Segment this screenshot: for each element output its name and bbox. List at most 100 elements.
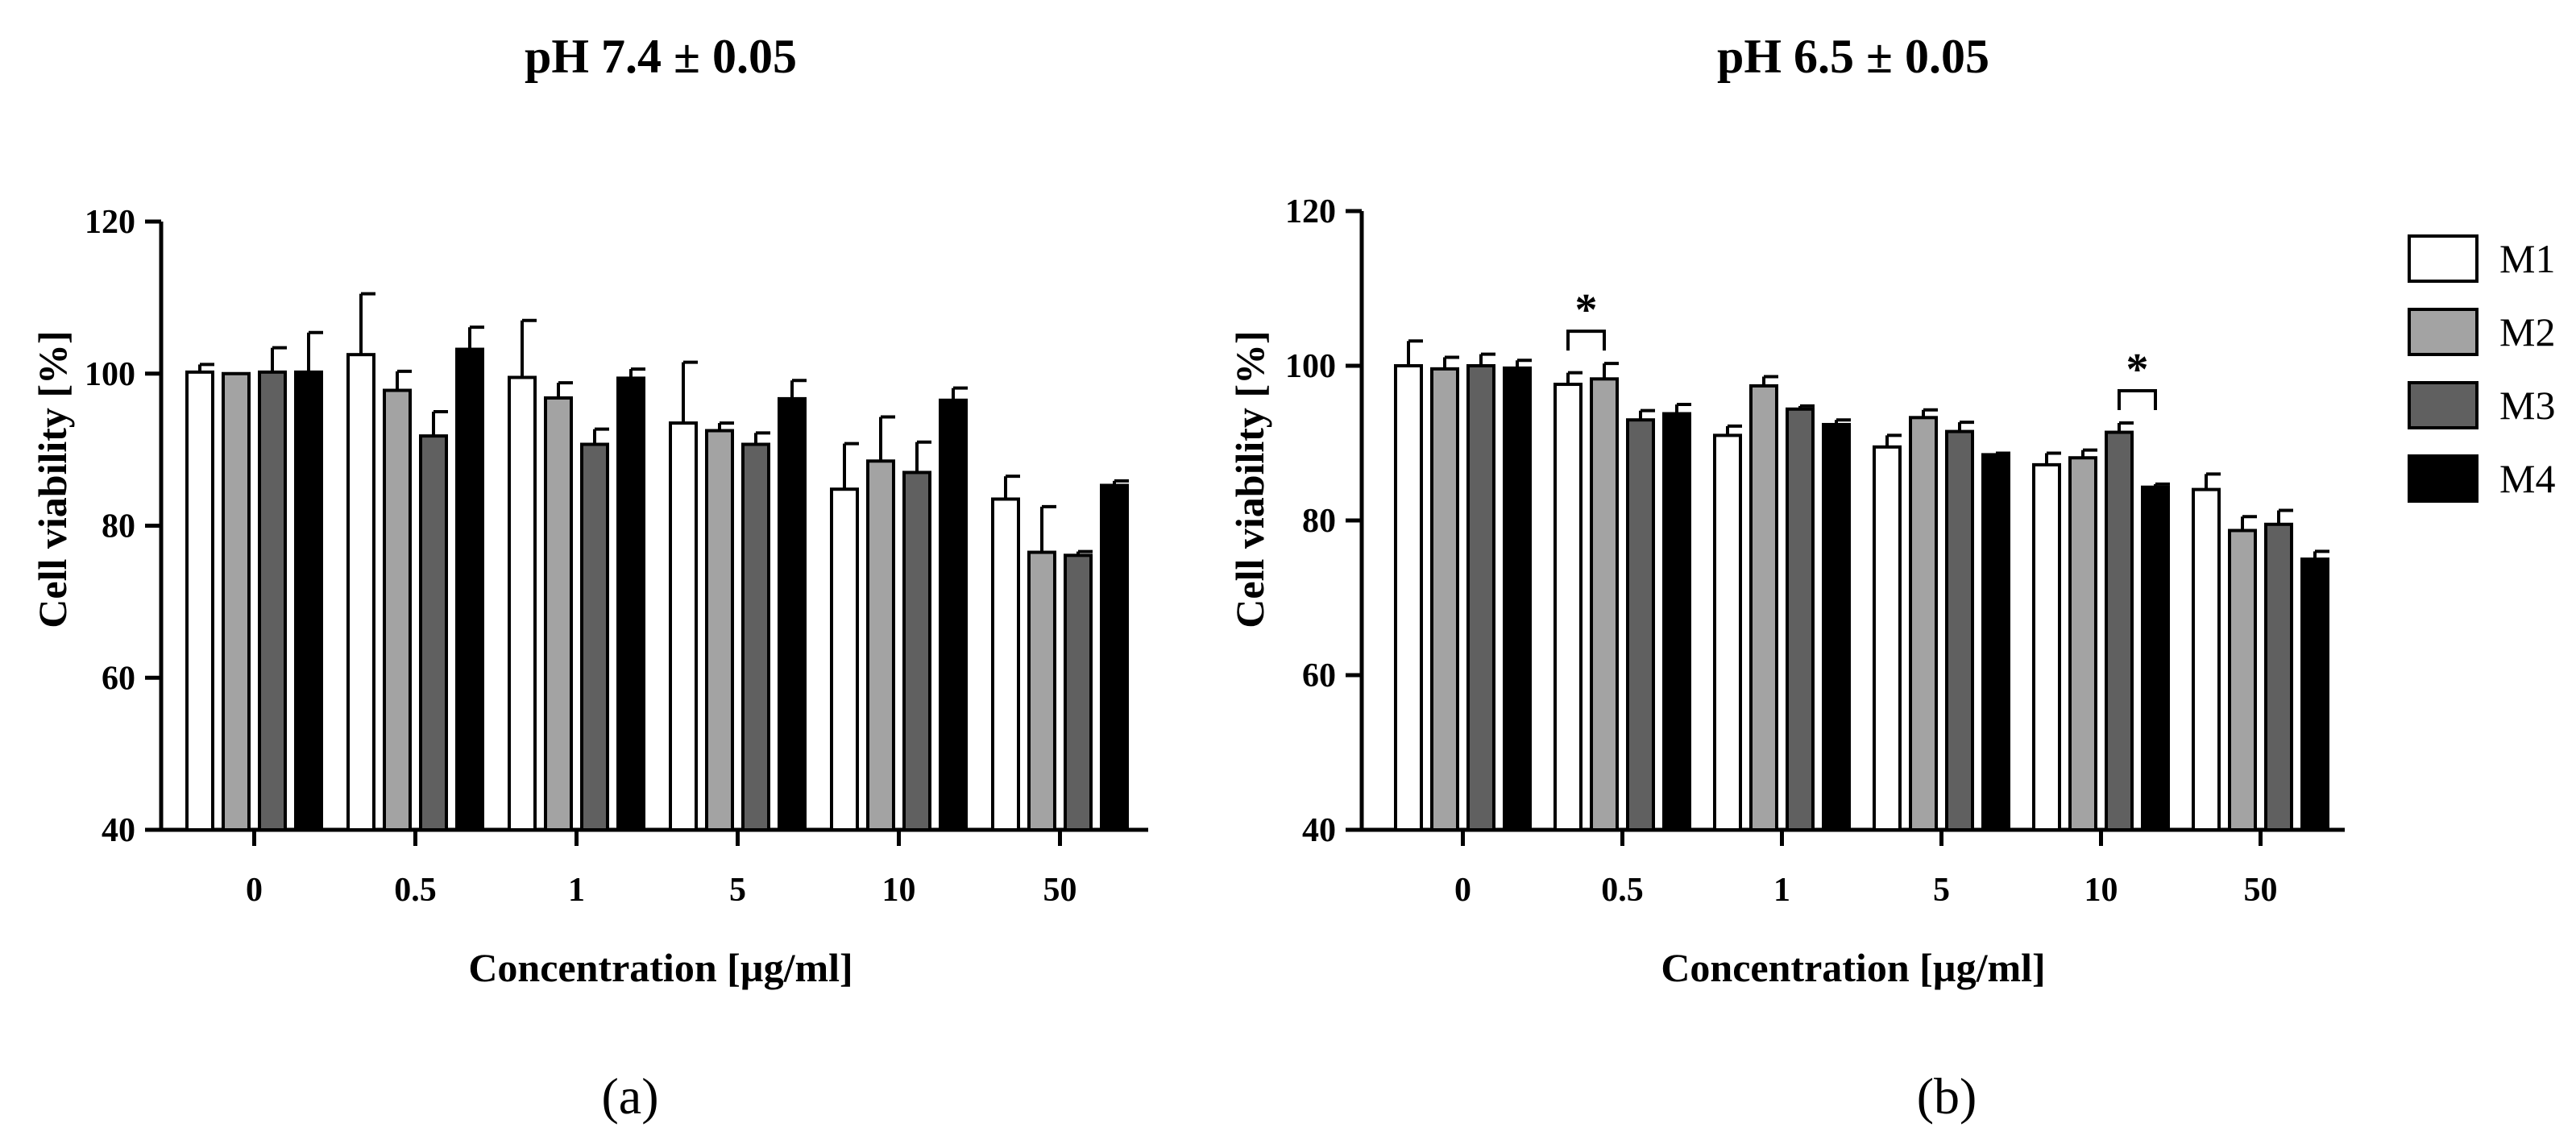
legend-label-m1: M1 [2499,236,2555,281]
panel-b-bar-m3-3 [1945,429,1974,831]
panel-a-x-tick-label-0: 0 [246,872,263,909]
panel-b-bar-m2-2 [1749,383,1778,831]
panel-b-bar-m1-3 [1873,445,1902,831]
panel-b-y-tick-label-60: 60 [1302,657,1336,694]
panel-a-bar-m4-3 [778,396,807,831]
panel-a-bar-m3-1 [419,434,448,831]
panel-a-x-tick-label-2: 1 [568,872,585,909]
panel-a-bar-m1-4 [830,487,859,831]
panel-a-bar-m3-5 [1064,553,1093,832]
panel-a-bar-m4-0 [294,370,323,831]
panel-a-bar-m2-1 [383,388,412,831]
panel-a-x-axis-label: Concentration [µg/ml] [468,945,852,990]
panel-a-bar-m4-5 [1100,483,1129,831]
panel-a-bar-m2-2 [544,396,573,831]
panel-a-y-tick-label-60: 60 [102,660,135,697]
panel-a-bar-m2-0 [222,371,251,831]
legend-item-m3: M3 [2408,381,2555,429]
panel-b-significance-bracket-0 [1566,330,1606,351]
panel-a-y-tick-label-100: 100 [85,356,135,393]
panel-b-bar-m2-0 [1430,367,1459,831]
panel-a-bar-m2-5 [1027,550,1056,831]
panel-b-bar-m4-4 [2141,485,2170,831]
panel-b-x-tick-label-5: 50 [2244,872,2278,909]
panel-b-bar-m4-0 [1503,366,1532,831]
legend-item-m4: M4 [2408,454,2555,503]
panel-b-significance-label-1: * [2126,345,2149,395]
panel-a-y-tick-label-120: 120 [85,204,135,241]
panel-a-bar-m1-1 [346,353,375,831]
panel-a-label: (a) [601,1067,658,1125]
panel-a-bar-m4-4 [939,398,968,831]
panel-a-x-tick-label-4: 10 [882,872,916,909]
panel-b-bar-m4-2 [1822,422,1851,832]
panel-b-x-tick-label-1: 0.5 [1601,872,1644,909]
legend-label-m2: M2 [2499,309,2555,354]
panel-b-bar-m3-1 [1626,418,1655,831]
panel-b-bar-m3-2 [1786,407,1815,831]
panel-b-x-tick-label-2: 1 [1773,872,1790,909]
panel-a-plot: 40 60 80 100 120 0 0.5 1 5 10 50 [85,204,1148,909]
panel-b-y-tick-label-80: 80 [1302,503,1336,540]
panel-b-y-tick-label-40: 40 [1302,812,1336,849]
panel-a-y-tick-label-40: 40 [102,812,135,849]
panel-b-plot: 40 60 80 100 120 0 0.5 1 5 10 50 * * [1285,193,2345,909]
panel-b-y-tick-label-100: 100 [1285,348,1336,385]
panel-a-bar-m3-0 [258,370,287,831]
legend-label-m3: M3 [2499,383,2555,428]
panel-a-title: pH 7.4 ± 0.05 [525,30,797,83]
panel-a-y-tick-label-80: 80 [102,508,135,545]
legend-item-m1: M1 [2408,234,2555,283]
panel-a-bar-m1-2 [508,375,537,831]
panel-b-x-tick-label-3: 5 [1933,872,1950,909]
panel-a-bar-m3-4 [902,471,931,831]
legend-swatch-m2 [2408,308,2479,356]
legend-item-m2: M2 [2408,308,2555,356]
panel-a-x-tick-label-3: 5 [729,872,746,909]
panel-a: pH 7.4 ± 0.05 Cell viability [%] Concent… [30,30,1148,1125]
legend: M1 M2 M3 M4 [2408,234,2555,503]
legend-label-m4: M4 [2499,456,2555,501]
panel-b-bar-m4-1 [1662,412,1691,831]
panel-b-bar-m2-3 [1909,416,1938,831]
panel-b-x-tick-label-4: 10 [2084,872,2118,909]
panel-b-bar-m3-5 [2264,522,2293,831]
panel-b-bar-m4-5 [2300,558,2329,831]
panel-a-x-tick-label-1: 0.5 [394,872,437,909]
panel-a-bar-m4-2 [616,376,645,832]
legend-swatch-m1 [2408,234,2479,283]
panel-a-bar-m3-2 [580,442,609,831]
panel-a-y-axis-label: Cell viability [%] [30,330,75,628]
panel-b-bar-m3-0 [1466,364,1495,831]
panel-b-bar-m4-3 [1981,453,2010,832]
legend-swatch-m4 [2408,454,2479,503]
panel-b-bar-m1-5 [2192,487,2221,831]
panel-a-bar-m2-3 [705,429,734,831]
panel-b-bar-m1-4 [2032,462,2061,831]
panel-b-y-axis-label: Cell viability [%] [1227,330,1272,628]
panel-b-bar-m3-4 [2105,430,2134,831]
panel-b-bar-m1-0 [1394,364,1423,831]
panel-b-bar-m2-1 [1590,377,1619,831]
panel-b-significance-bracket-1 [2118,389,2157,411]
panel-b-bar-m2-5 [2228,529,2257,831]
panel-b-significance-label-0: * [1575,285,1598,335]
panel-b-title: pH 6.5 ± 0.05 [1717,30,1989,83]
panel-a-x-tick-label-5: 50 [1043,872,1077,909]
panel-b-bar-m2-4 [2068,456,2097,831]
panel-b-label: (b) [1917,1067,1977,1125]
panel-a-bar-m3-3 [741,442,770,831]
panel-a-bar-m1-5 [991,497,1020,831]
panel-a-bar-m1-0 [185,370,214,831]
panel-a-bar-m4-1 [455,347,484,831]
panel-b-bar-m1-1 [1553,383,1583,832]
panel-b-x-tick-label-0: 0 [1454,872,1471,909]
panel-b: pH 6.5 ± 0.05 Cell viability [%] Concent… [1227,30,2345,1125]
panel-b-bar-m1-2 [1713,433,1742,832]
panel-b-x-axis-label: Concentration [µg/ml] [1661,945,2045,990]
panel-b-y-tick-label-120: 120 [1285,193,1336,230]
panel-a-bar-m2-4 [866,459,895,831]
panel-a-bar-m1-3 [669,421,698,831]
legend-swatch-m3 [2408,381,2479,429]
